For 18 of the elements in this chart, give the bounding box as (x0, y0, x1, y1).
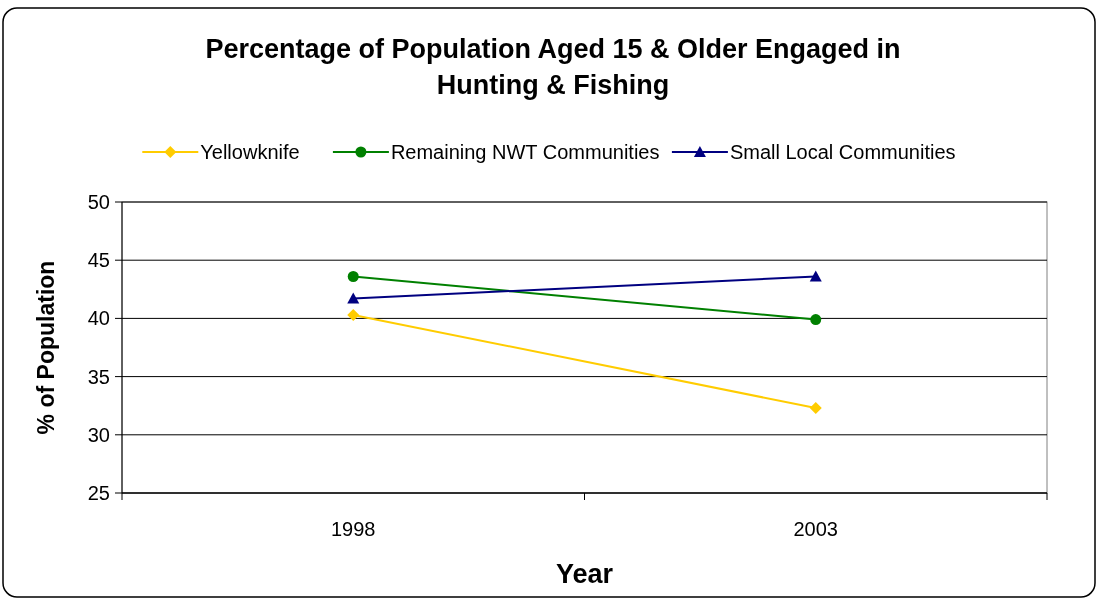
legend-label: Remaining NWT Communities (390, 141, 660, 163)
y-tick-label: 25 (87, 482, 110, 504)
y-tick-label: 45 (87, 249, 110, 272)
point (347, 271, 359, 282)
y-tick-label: 50 (87, 191, 110, 213)
y-tick-label: 40 (87, 307, 110, 330)
x-tick-label: 1998 (331, 518, 376, 540)
legend-label: Small Local Communities (729, 141, 956, 163)
point (809, 402, 822, 415)
x-tick-label: 2003 (793, 518, 838, 540)
x-axis-title: Year (555, 559, 614, 589)
y-tick-label: 35 (87, 365, 110, 388)
y-axis-title: % of Population (33, 260, 59, 435)
point (347, 308, 360, 321)
chart-title: Percentage of Population Aged 15 & Older Engaged in Hunting & Fishing (205, 34, 901, 100)
legend-label: Yellowknife (200, 141, 300, 163)
y-tick-label: 30 (87, 423, 110, 446)
point (810, 314, 822, 326)
